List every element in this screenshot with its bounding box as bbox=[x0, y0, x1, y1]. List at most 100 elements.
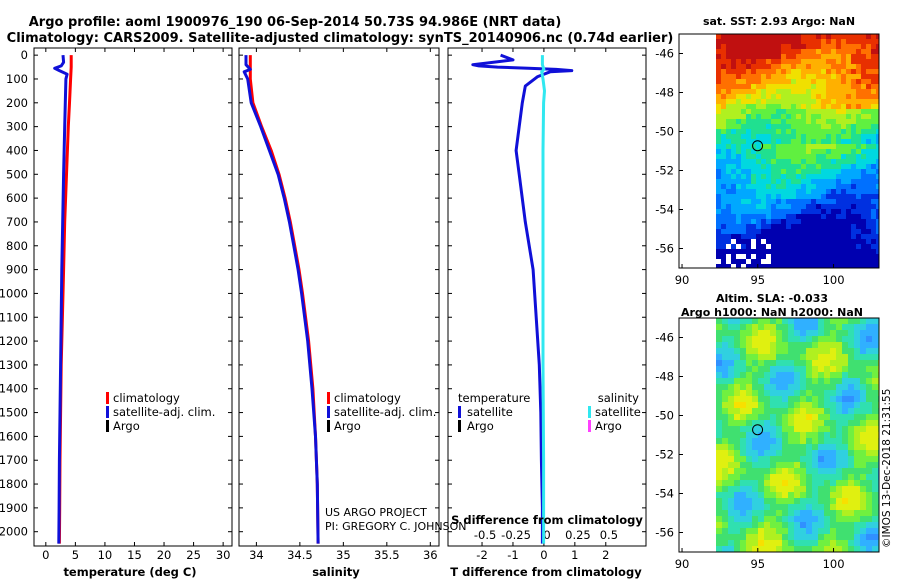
sst-cell bbox=[876, 254, 879, 259]
sla-cell bbox=[716, 480, 722, 486]
sst-cell bbox=[876, 209, 879, 214]
sst-cell bbox=[811, 179, 816, 184]
sla-cell bbox=[740, 486, 746, 492]
sst-cell bbox=[831, 39, 836, 44]
sla-cell bbox=[872, 438, 878, 444]
sst-cell bbox=[806, 94, 811, 99]
sla-cell bbox=[716, 414, 722, 420]
sla-cell bbox=[824, 318, 830, 324]
sla-cell bbox=[746, 534, 752, 540]
sla-cell bbox=[824, 504, 830, 510]
sst-cell bbox=[846, 184, 851, 189]
sla-cell bbox=[746, 360, 752, 366]
sst-cell bbox=[741, 144, 746, 149]
sst-cell bbox=[751, 49, 756, 54]
legend-label: climatology bbox=[334, 391, 401, 405]
sst-cell bbox=[816, 149, 821, 154]
sst-cell bbox=[726, 234, 731, 239]
sst-cell bbox=[856, 109, 861, 114]
sla-cell bbox=[728, 402, 734, 408]
sst-cell bbox=[866, 49, 871, 54]
sla-cell bbox=[728, 336, 734, 342]
sla-cell bbox=[722, 342, 728, 348]
sla-cell bbox=[722, 474, 728, 480]
sla-cell bbox=[764, 486, 770, 492]
sla-cell bbox=[770, 438, 776, 444]
sla-cell bbox=[830, 366, 836, 372]
sst-cell bbox=[791, 234, 796, 239]
sst-cell bbox=[811, 64, 816, 69]
sst-cell bbox=[796, 99, 801, 104]
sst-cell bbox=[841, 114, 846, 119]
sst-cell bbox=[721, 69, 726, 74]
sst-cell bbox=[716, 234, 721, 239]
sst-cell bbox=[746, 109, 751, 114]
sla-cell bbox=[800, 510, 806, 516]
sst-cell bbox=[836, 119, 841, 124]
sst-cell bbox=[751, 249, 756, 254]
sst-cell bbox=[751, 139, 756, 144]
sla-cell bbox=[860, 390, 866, 396]
sla-cell bbox=[758, 354, 764, 360]
sla-cell bbox=[722, 372, 728, 378]
sla-cell bbox=[746, 546, 752, 552]
sla-cell bbox=[752, 546, 758, 552]
sst-cell bbox=[796, 94, 801, 99]
sst-cell bbox=[806, 199, 811, 204]
sla-cell bbox=[866, 366, 872, 372]
sst-cell bbox=[786, 214, 791, 219]
sst-cell bbox=[856, 169, 861, 174]
sla-cell bbox=[842, 354, 848, 360]
sst-cell bbox=[871, 194, 876, 199]
sla-cell bbox=[788, 402, 794, 408]
sst-cell bbox=[776, 34, 781, 39]
sla-cell bbox=[806, 426, 812, 432]
sla-cell bbox=[722, 456, 728, 462]
sla-cell bbox=[860, 486, 866, 492]
sst-cell bbox=[741, 199, 746, 204]
sst-cell bbox=[811, 194, 816, 199]
sla-cell bbox=[776, 516, 782, 522]
sla-cell bbox=[746, 444, 752, 450]
temperature-lines bbox=[53, 54, 73, 544]
sst-cell bbox=[781, 174, 786, 179]
sla-cell bbox=[794, 336, 800, 342]
sst-cell bbox=[731, 174, 736, 179]
sla-cell bbox=[824, 498, 830, 504]
sla-cell bbox=[854, 486, 860, 492]
sla-cell bbox=[866, 468, 872, 474]
sla-cell bbox=[860, 498, 866, 504]
sst-cell bbox=[856, 49, 861, 54]
sst-cell bbox=[726, 119, 731, 124]
sla-cell bbox=[758, 414, 764, 420]
sla-cell bbox=[866, 438, 872, 444]
sla-cell bbox=[764, 384, 770, 390]
sst-cell bbox=[806, 229, 811, 234]
sst-cell bbox=[796, 209, 801, 214]
sst-cell bbox=[781, 44, 786, 49]
sst-cell bbox=[871, 154, 876, 159]
sst-cell bbox=[861, 214, 866, 219]
difference-legend: temperature satellite Argo salinity sate… bbox=[458, 391, 641, 433]
sst-cell bbox=[856, 144, 861, 149]
sla-cell bbox=[758, 420, 764, 426]
sst-cell bbox=[736, 39, 741, 44]
sla-cell bbox=[854, 378, 860, 384]
sst-cell bbox=[786, 169, 791, 174]
sla-cell bbox=[728, 468, 734, 474]
sst-cell bbox=[766, 49, 771, 54]
sla-cell bbox=[866, 426, 872, 432]
sla-cell bbox=[836, 330, 842, 336]
salinity-panel-frame bbox=[238, 47, 440, 547]
sla-cell bbox=[830, 540, 836, 546]
sst-cell bbox=[876, 199, 879, 204]
sla-cell bbox=[788, 492, 794, 498]
sst-cell bbox=[716, 174, 721, 179]
sla-cell bbox=[872, 486, 878, 492]
sla-cell bbox=[782, 522, 788, 528]
top-tick-label: -0.5 bbox=[474, 528, 496, 542]
sst-cell bbox=[861, 159, 866, 164]
sla-cell bbox=[716, 456, 722, 462]
sst-cell bbox=[841, 89, 846, 94]
sst-cell bbox=[861, 69, 866, 74]
